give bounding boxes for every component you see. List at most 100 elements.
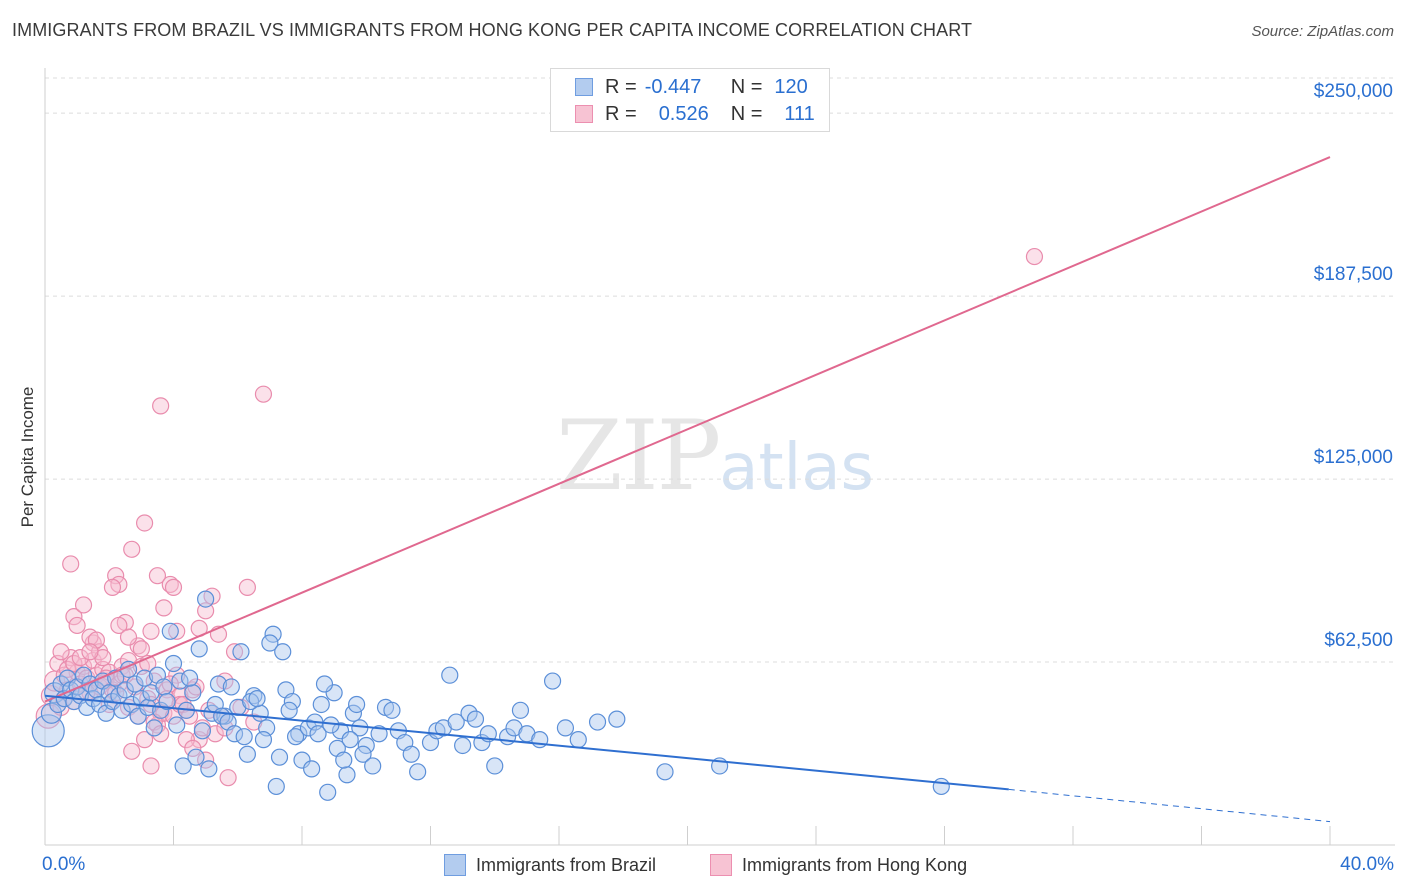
- hongkong-point: [58, 660, 77, 678]
- brazil-point: [222, 678, 240, 696]
- hongkong-point: [161, 575, 179, 594]
- legend-brazil[interactable]: Immigrants from Brazil: [444, 852, 656, 878]
- hongkong-point: [110, 616, 128, 635]
- hongkong-point: [135, 514, 154, 532]
- brazil-point: [556, 719, 575, 737]
- legend-hongkong-label: Immigrants from Hong Kong: [742, 854, 968, 875]
- stats-row-brazil: R = -0.447 N = 120: [575, 73, 808, 101]
- brazil-point: [158, 692, 176, 711]
- brazil-point: [283, 692, 301, 711]
- source-label: Source: ZipAtlas.com: [1251, 23, 1394, 40]
- brazil-point: [238, 745, 256, 763]
- brazil-point: [135, 669, 154, 687]
- brazil-point: [543, 672, 562, 690]
- brazil-point: [161, 622, 179, 640]
- hongkong-point: [164, 578, 183, 596]
- hongkong-point: [197, 602, 215, 620]
- legend-brazil-swatch: [444, 854, 466, 876]
- brazil-point: [164, 654, 183, 673]
- stats-row-hongkong: R = 0.526 N = 111: [575, 100, 815, 128]
- x-tick-label: 40.0%: [1340, 854, 1394, 875]
- hongkong-r-value: 0.526: [658, 102, 709, 125]
- brazil-point: [293, 751, 311, 769]
- brazil-point: [348, 695, 366, 714]
- trend-lines: [44, 156, 1331, 823]
- brazil-point: [274, 643, 292, 661]
- watermark-zip: ZIP: [556, 400, 721, 512]
- brazil-point: [319, 783, 337, 801]
- brazil-point: [341, 731, 359, 749]
- hongkong-trend-line: [44, 156, 1331, 703]
- brazil-point: [331, 722, 350, 740]
- brazil-point: [409, 763, 427, 781]
- hongkong-point: [1025, 247, 1044, 266]
- hongkong-point: [65, 654, 83, 673]
- hongkong-point: [81, 643, 99, 661]
- hongkong-point: [84, 651, 102, 670]
- hongkong-point: [152, 725, 170, 743]
- hongkong-n-label: N =: [730, 102, 763, 125]
- brazil-n-value: 120: [774, 75, 808, 98]
- brazil-point: [338, 766, 356, 784]
- brazil-point: [466, 710, 485, 728]
- hongkong-point: [74, 596, 93, 614]
- brazil-point: [364, 757, 382, 775]
- brazil-r-label: R =: [605, 75, 637, 98]
- legend-hongkong[interactable]: Immigrants from Hong Kong: [710, 852, 967, 878]
- brazil-point: [209, 675, 228, 693]
- brazil-point: [303, 760, 321, 778]
- hongkong-point: [132, 640, 150, 658]
- brazil-point: [267, 777, 285, 796]
- brazil-point: [248, 690, 266, 708]
- brazil-point: [126, 675, 144, 693]
- brazil-point: [168, 716, 186, 734]
- hongkong-point: [123, 540, 141, 558]
- brazil-point: [486, 757, 504, 775]
- brazil-point: [370, 725, 388, 743]
- brazil-point: [132, 690, 150, 708]
- brazil-point: [460, 704, 478, 722]
- brazil-point: [180, 669, 199, 687]
- brazil-point: [441, 666, 459, 684]
- hongkong-point: [68, 616, 86, 635]
- hongkong-point: [225, 643, 244, 661]
- brazil-point: [588, 713, 607, 731]
- brazil-point: [312, 695, 330, 714]
- hongkong-point: [107, 684, 125, 702]
- brazil-point: [656, 763, 674, 781]
- axes: [44, 68, 1395, 846]
- brazil-point: [511, 701, 530, 719]
- brazil-point: [299, 719, 318, 737]
- brazil-point: [447, 713, 465, 731]
- brazil-point: [31, 714, 65, 748]
- hongkong-point: [52, 643, 70, 661]
- brazil-point: [174, 757, 192, 775]
- hongkong-point: [177, 731, 195, 749]
- brazil-point: [254, 731, 273, 749]
- y-tick-label: $187,500: [1314, 264, 1393, 285]
- brazil-points: [31, 590, 950, 801]
- y-tick-label: $125,000: [1314, 447, 1393, 468]
- hongkong-point: [65, 608, 83, 626]
- hongkong-point: [119, 628, 138, 646]
- brazil-point: [335, 751, 353, 769]
- hongkong-point: [219, 769, 237, 787]
- brazil-point: [261, 634, 279, 652]
- brazil-point: [184, 684, 202, 702]
- hongkong-swatch: [575, 105, 593, 123]
- hongkong-point: [148, 567, 167, 585]
- chart-title: IMMIGRANTS FROM BRAZIL VS IMMIGRANTS FRO…: [12, 20, 973, 40]
- y-tick-label: $250,000: [1314, 81, 1393, 102]
- hongkong-n-value: 111: [784, 102, 815, 125]
- brazil-point: [270, 748, 289, 766]
- brazil-point: [74, 666, 93, 684]
- legend-hongkong-swatch: [710, 854, 732, 876]
- hongkong-point: [62, 555, 80, 573]
- hongkong-point: [142, 622, 160, 640]
- hongkong-point: [254, 385, 273, 403]
- stats-box: R = -0.447 N = 120 R = 0.526 N = 111: [550, 68, 830, 132]
- brazil-point: [235, 728, 253, 746]
- hongkong-point: [155, 599, 173, 617]
- brazil-swatch: [575, 78, 593, 96]
